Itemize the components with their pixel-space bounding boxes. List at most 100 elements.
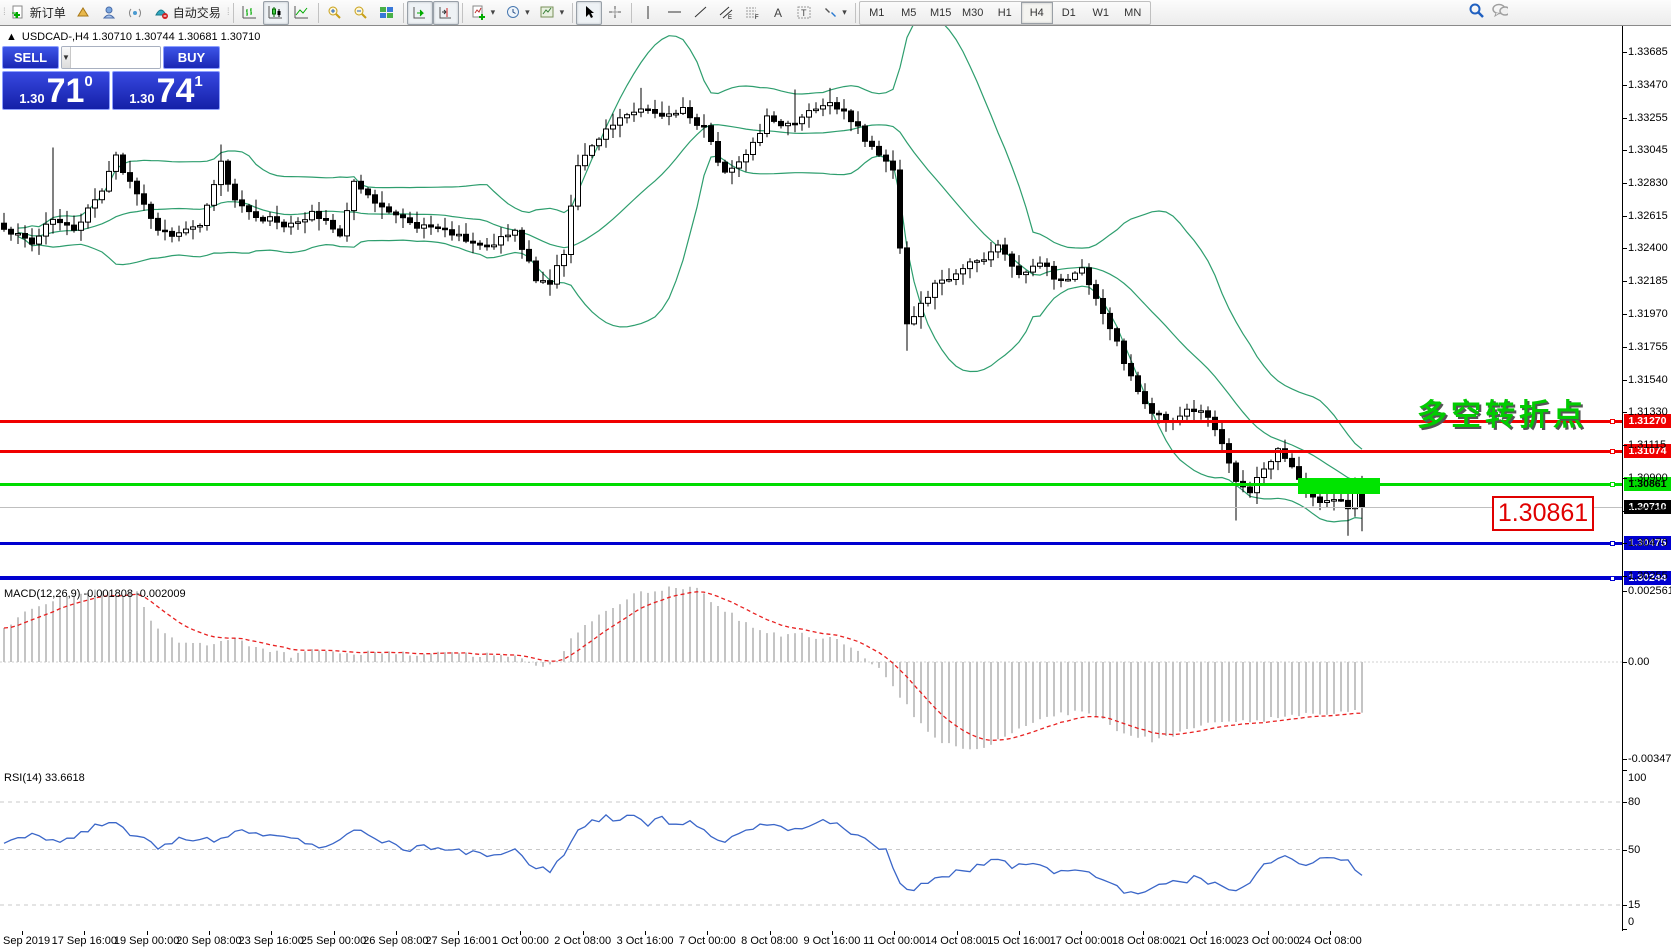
- rsi-canvas[interactable]: [0, 769, 1622, 931]
- macd-bar: [395, 654, 397, 662]
- macd-axis-label: -0.003479: [1628, 752, 1671, 765]
- level-line-1.30710[interactable]: [0, 507, 1622, 508]
- macd-bar: [220, 641, 222, 662]
- candle-body: [246, 205, 252, 213]
- chart-title-text: USDCAD-,H4 1.30710 1.30744 1.30681 1.307…: [21, 31, 261, 43]
- level-line-1.30475[interactable]: [0, 542, 1622, 545]
- macd-bar: [703, 593, 705, 662]
- macd-bar: [612, 608, 614, 662]
- timeframe-mn-button[interactable]: MN: [1124, 6, 1142, 19]
- timeframe-h4-button[interactable]: H4: [1020, 1, 1053, 24]
- new-order-icon: [11, 5, 27, 21]
- zoom-out-button[interactable]: [348, 1, 374, 25]
- toolbar-grip[interactable]: ⁞: [3, 7, 6, 18]
- price-chart-canvas[interactable]: [0, 26, 1622, 583]
- macd-bar: [983, 662, 985, 748]
- candle-body: [295, 221, 301, 224]
- macd-bar: [1081, 662, 1083, 712]
- fibonacci-button[interactable]: F: [739, 1, 765, 25]
- timeframe-h1-button[interactable]: H1: [997, 6, 1012, 19]
- candle-body: [1121, 340, 1127, 365]
- support-highlight-box[interactable]: [1298, 478, 1380, 494]
- time-axis-tick: [271, 931, 273, 935]
- buy-price-display[interactable]: 1.30 74 1: [112, 71, 220, 110]
- cursor-button[interactable]: [576, 0, 603, 25]
- turning-point-annotation[interactable]: 多空转折点: [1417, 399, 1587, 432]
- indicators-button[interactable]: ▾: [466, 1, 501, 25]
- candle-body: [687, 107, 693, 119]
- candle-body: [841, 108, 847, 112]
- horizontal-line-button[interactable]: [661, 1, 687, 25]
- periods-button[interactable]: ▾: [500, 1, 535, 25]
- timeframe-m30-button[interactable]: M30: [962, 6, 984, 19]
- text-button[interactable]: A: [765, 1, 791, 25]
- support-price-label[interactable]: 1.30861: [1492, 496, 1594, 531]
- macd-bar: [941, 662, 943, 744]
- time-axis-label: 25 Sep 00:00: [300, 935, 367, 947]
- macd-bar: [689, 586, 691, 662]
- level-line-1.31270[interactable]: [0, 420, 1622, 423]
- volume-input[interactable]: [70, 47, 160, 68]
- macd-bar: [493, 655, 495, 662]
- macd-bar: [1004, 662, 1006, 737]
- macd-bar: [1333, 662, 1335, 714]
- equidistant-channel-button[interactable]: E: [713, 1, 739, 25]
- level-line-1.30861[interactable]: [0, 483, 1622, 486]
- timeframe-m1-button[interactable]: M1: [869, 6, 885, 19]
- signals-button[interactable]: [123, 1, 149, 25]
- level-line-1.31074[interactable]: [0, 450, 1622, 453]
- arrows-button[interactable]: ▾: [817, 1, 852, 25]
- timeframe-w1-button[interactable]: W1: [1092, 6, 1109, 19]
- chart-shift-button[interactable]: [432, 0, 459, 25]
- trendline-button[interactable]: [687, 1, 713, 25]
- templates-button[interactable]: ▾: [535, 1, 570, 25]
- time-axis-label: 9 Oct 16:00: [803, 935, 861, 947]
- time-axis-label: 15 Oct 16:00: [987, 935, 1051, 947]
- candle-body: [981, 259, 987, 262]
- candle-body: [323, 218, 329, 221]
- time-axis-tick: [894, 931, 896, 935]
- timeframe-d1-button[interactable]: D1: [1061, 6, 1076, 19]
- zoom-in-button[interactable]: [322, 1, 348, 25]
- crosshair-button[interactable]: [602, 1, 628, 25]
- candle-body: [925, 296, 931, 304]
- line-chart-button[interactable]: [289, 1, 315, 25]
- macd-bar: [1270, 662, 1272, 717]
- search-icon[interactable]: [1468, 2, 1484, 18]
- profiles-button[interactable]: [97, 1, 123, 25]
- periods-clock-icon: [505, 5, 521, 21]
- macd-bar: [654, 591, 656, 662]
- candle-body: [15, 233, 21, 236]
- macd-bar: [1235, 662, 1237, 722]
- timeframe-m15-button[interactable]: M15: [930, 6, 952, 19]
- macd-canvas[interactable]: [0, 583, 1622, 769]
- charts-button[interactable]: [71, 1, 97, 25]
- collapse-arrow-icon[interactable]: ▲: [6, 31, 17, 43]
- vertical-line-button[interactable]: [635, 1, 661, 25]
- rsi-axis-tick: [1623, 928, 1627, 930]
- auto-scroll-button[interactable]: [406, 0, 433, 25]
- text-label-button[interactable]: T: [791, 1, 817, 25]
- volume-decrease-button[interactable]: ▼: [62, 47, 71, 68]
- buy-button[interactable]: BUY: [163, 46, 220, 69]
- price-axis-label: 1.31330: [1628, 405, 1668, 418]
- sell-button[interactable]: SELL: [2, 46, 59, 69]
- candlestick-chart-button[interactable]: [262, 0, 289, 25]
- candle-body: [288, 222, 294, 228]
- macd-bar: [346, 653, 348, 662]
- candle-body: [302, 219, 308, 223]
- candle-body: [736, 161, 742, 169]
- chat-icon[interactable]: [1492, 2, 1508, 18]
- sell-price-display[interactable]: 1.30 71 0: [2, 71, 110, 110]
- bar-chart-button[interactable]: [237, 1, 263, 25]
- macd-bar: [353, 654, 355, 662]
- new-order-button[interactable]: 新订单: [6, 1, 71, 25]
- candle-body: [771, 115, 777, 122]
- macd-bar: [234, 638, 236, 662]
- macd-bar: [185, 642, 187, 662]
- tile-windows-button[interactable]: [374, 1, 400, 25]
- candle-body: [666, 113, 672, 117]
- level-line-1.30244[interactable]: [0, 576, 1622, 580]
- autotrading-button[interactable]: 自动交易: [149, 1, 226, 25]
- timeframe-m5-button[interactable]: M5: [901, 6, 917, 19]
